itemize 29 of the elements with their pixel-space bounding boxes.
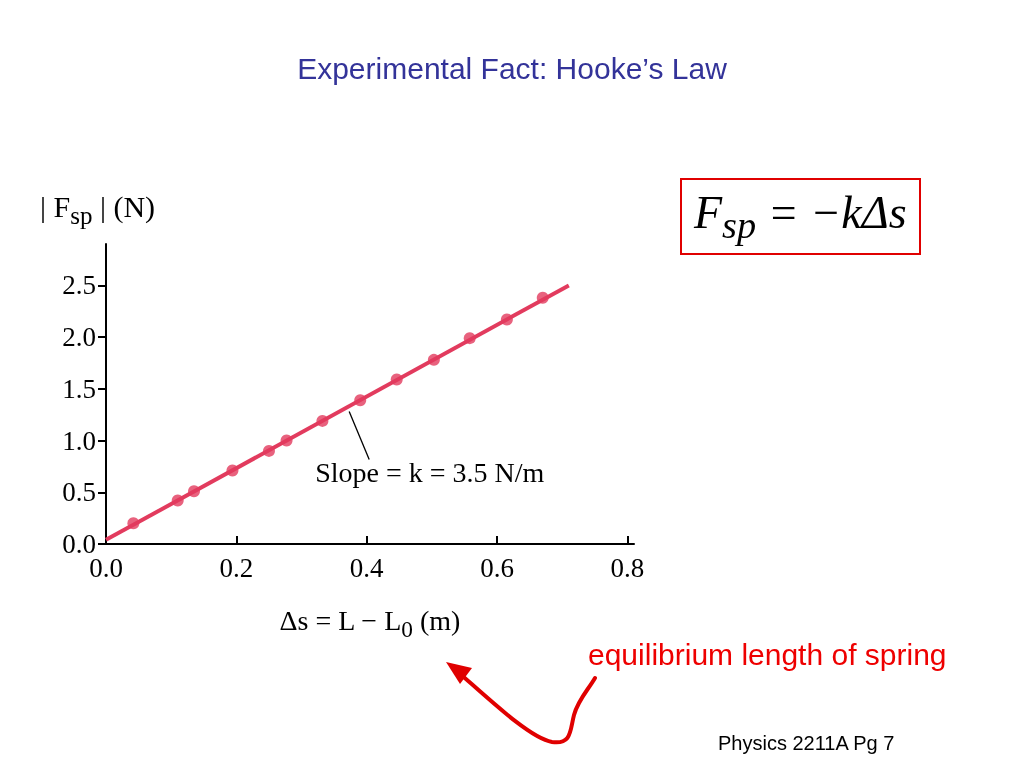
x-tick-label: 0.2 (219, 552, 254, 583)
chart-title: Experimental Fact: Hooke’s Law (296, 52, 728, 86)
x-axis-title: Δs = L − L$_{0}$ (m) (279, 605, 461, 642)
y-tick-label: 1.5 (62, 373, 96, 404)
point (500, 313, 513, 326)
point (536, 291, 549, 304)
point (427, 353, 440, 366)
text: equilibrium length of spring (588, 638, 947, 672)
point (226, 464, 239, 477)
y-axis-title: | F$_{sp}$ | (N) (40, 190, 156, 230)
y-tick-label: 2.5 (62, 270, 96, 301)
y-tick-label: 1.0 (62, 425, 96, 456)
point (390, 373, 403, 386)
x-tick-label: 0.8 (610, 552, 645, 583)
text: Physics 2211A Pg 7 (718, 732, 895, 755)
point (316, 414, 329, 427)
point (188, 485, 200, 498)
point (463, 332, 476, 345)
point (127, 517, 140, 530)
point (354, 394, 367, 407)
x-tick-label: 0.6 (480, 552, 514, 583)
y-tick-label: 2.0 (62, 322, 96, 353)
y-tick-label: 0.5 (62, 477, 96, 508)
point (262, 444, 275, 457)
x-tick-label: 0.4 (349, 552, 385, 583)
text: F$_{sp}$ = −kΔs (680, 178, 921, 256)
point (171, 494, 184, 507)
annotation: Slope = k = 3.5 N/m (315, 457, 545, 490)
point (280, 434, 293, 447)
